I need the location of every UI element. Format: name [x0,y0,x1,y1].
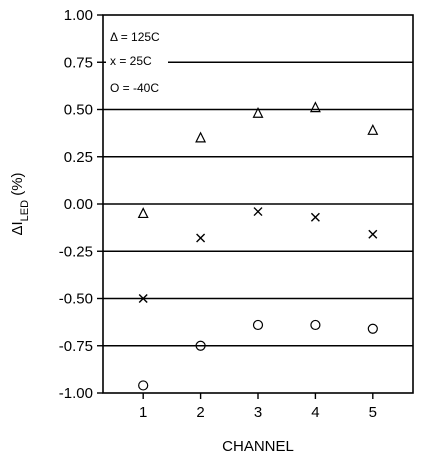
y-axis-title-main: ΔI [9,221,26,235]
data-point-series-1 [138,294,148,303]
data-points [137,101,379,391]
data-point-series-2 [138,380,149,391]
x-tick-label: 1 [139,404,147,421]
data-point-series-0 [137,207,149,219]
y-tick-label: -0.25 [59,243,93,260]
y-tick-label: -1.00 [59,385,93,402]
data-point-series-1 [310,212,320,222]
data-point-series-2 [367,323,378,334]
data-point-series-1 [196,233,206,243]
legend-box [106,78,186,97]
y-tick-label: 0.75 [64,54,93,71]
y-axis-title-unit: (%) [9,172,26,200]
y-tick-label: 0.00 [64,196,93,213]
data-point-series-2 [310,319,321,331]
gridlines [103,61,413,347]
x-tick-label: 5 [369,404,377,421]
legend-box [106,27,186,46]
data-point-series-1 [253,207,263,217]
y-tick-label: -0.75 [59,338,93,355]
data-point-series-2 [195,340,206,351]
x-marker-stroke [138,294,148,303]
legend: Δ = 125C x = 25C O = -40C [106,27,186,97]
x-marker-stroke [310,212,320,222]
legend-entry: x = 25C [110,54,152,68]
data-point-series-0 [309,101,321,113]
data-point-series-0 [252,106,264,118]
y-tick-label: 1.00 [64,7,93,24]
data-point-series-0 [195,131,207,143]
x-marker-stroke [253,207,263,217]
x-marker-stroke [196,233,206,243]
y-tick-label: 0.25 [64,149,93,166]
data-point-series-1 [368,229,378,239]
y-tick-label: 0.50 [64,102,93,119]
y-axis-title: ΔILED (%) [9,172,31,235]
x-tick-label: 3 [254,404,262,421]
y-tick-label: -0.50 [59,291,93,308]
x-axis-title: CHANNEL [222,438,294,455]
y-axis-ticks: 1.00 0.75 0.50 0.25 0.00 -0.25 -0.50 -0.75 -1.00 [59,7,103,402]
legend-entry: O = -40C [110,81,159,95]
x-tick-label: 2 [196,404,204,421]
legend-entry: Δ = 125C [110,30,160,44]
data-point-series-2 [252,319,264,331]
x-axis-ticks: 1 2 3 4 5 [139,393,377,421]
y-axis-title-subscript: LED [19,200,31,221]
x-tick-label: 4 [311,404,319,421]
legend-box [106,51,168,70]
x-marker-stroke [368,229,378,239]
data-point-series-0 [367,123,379,135]
